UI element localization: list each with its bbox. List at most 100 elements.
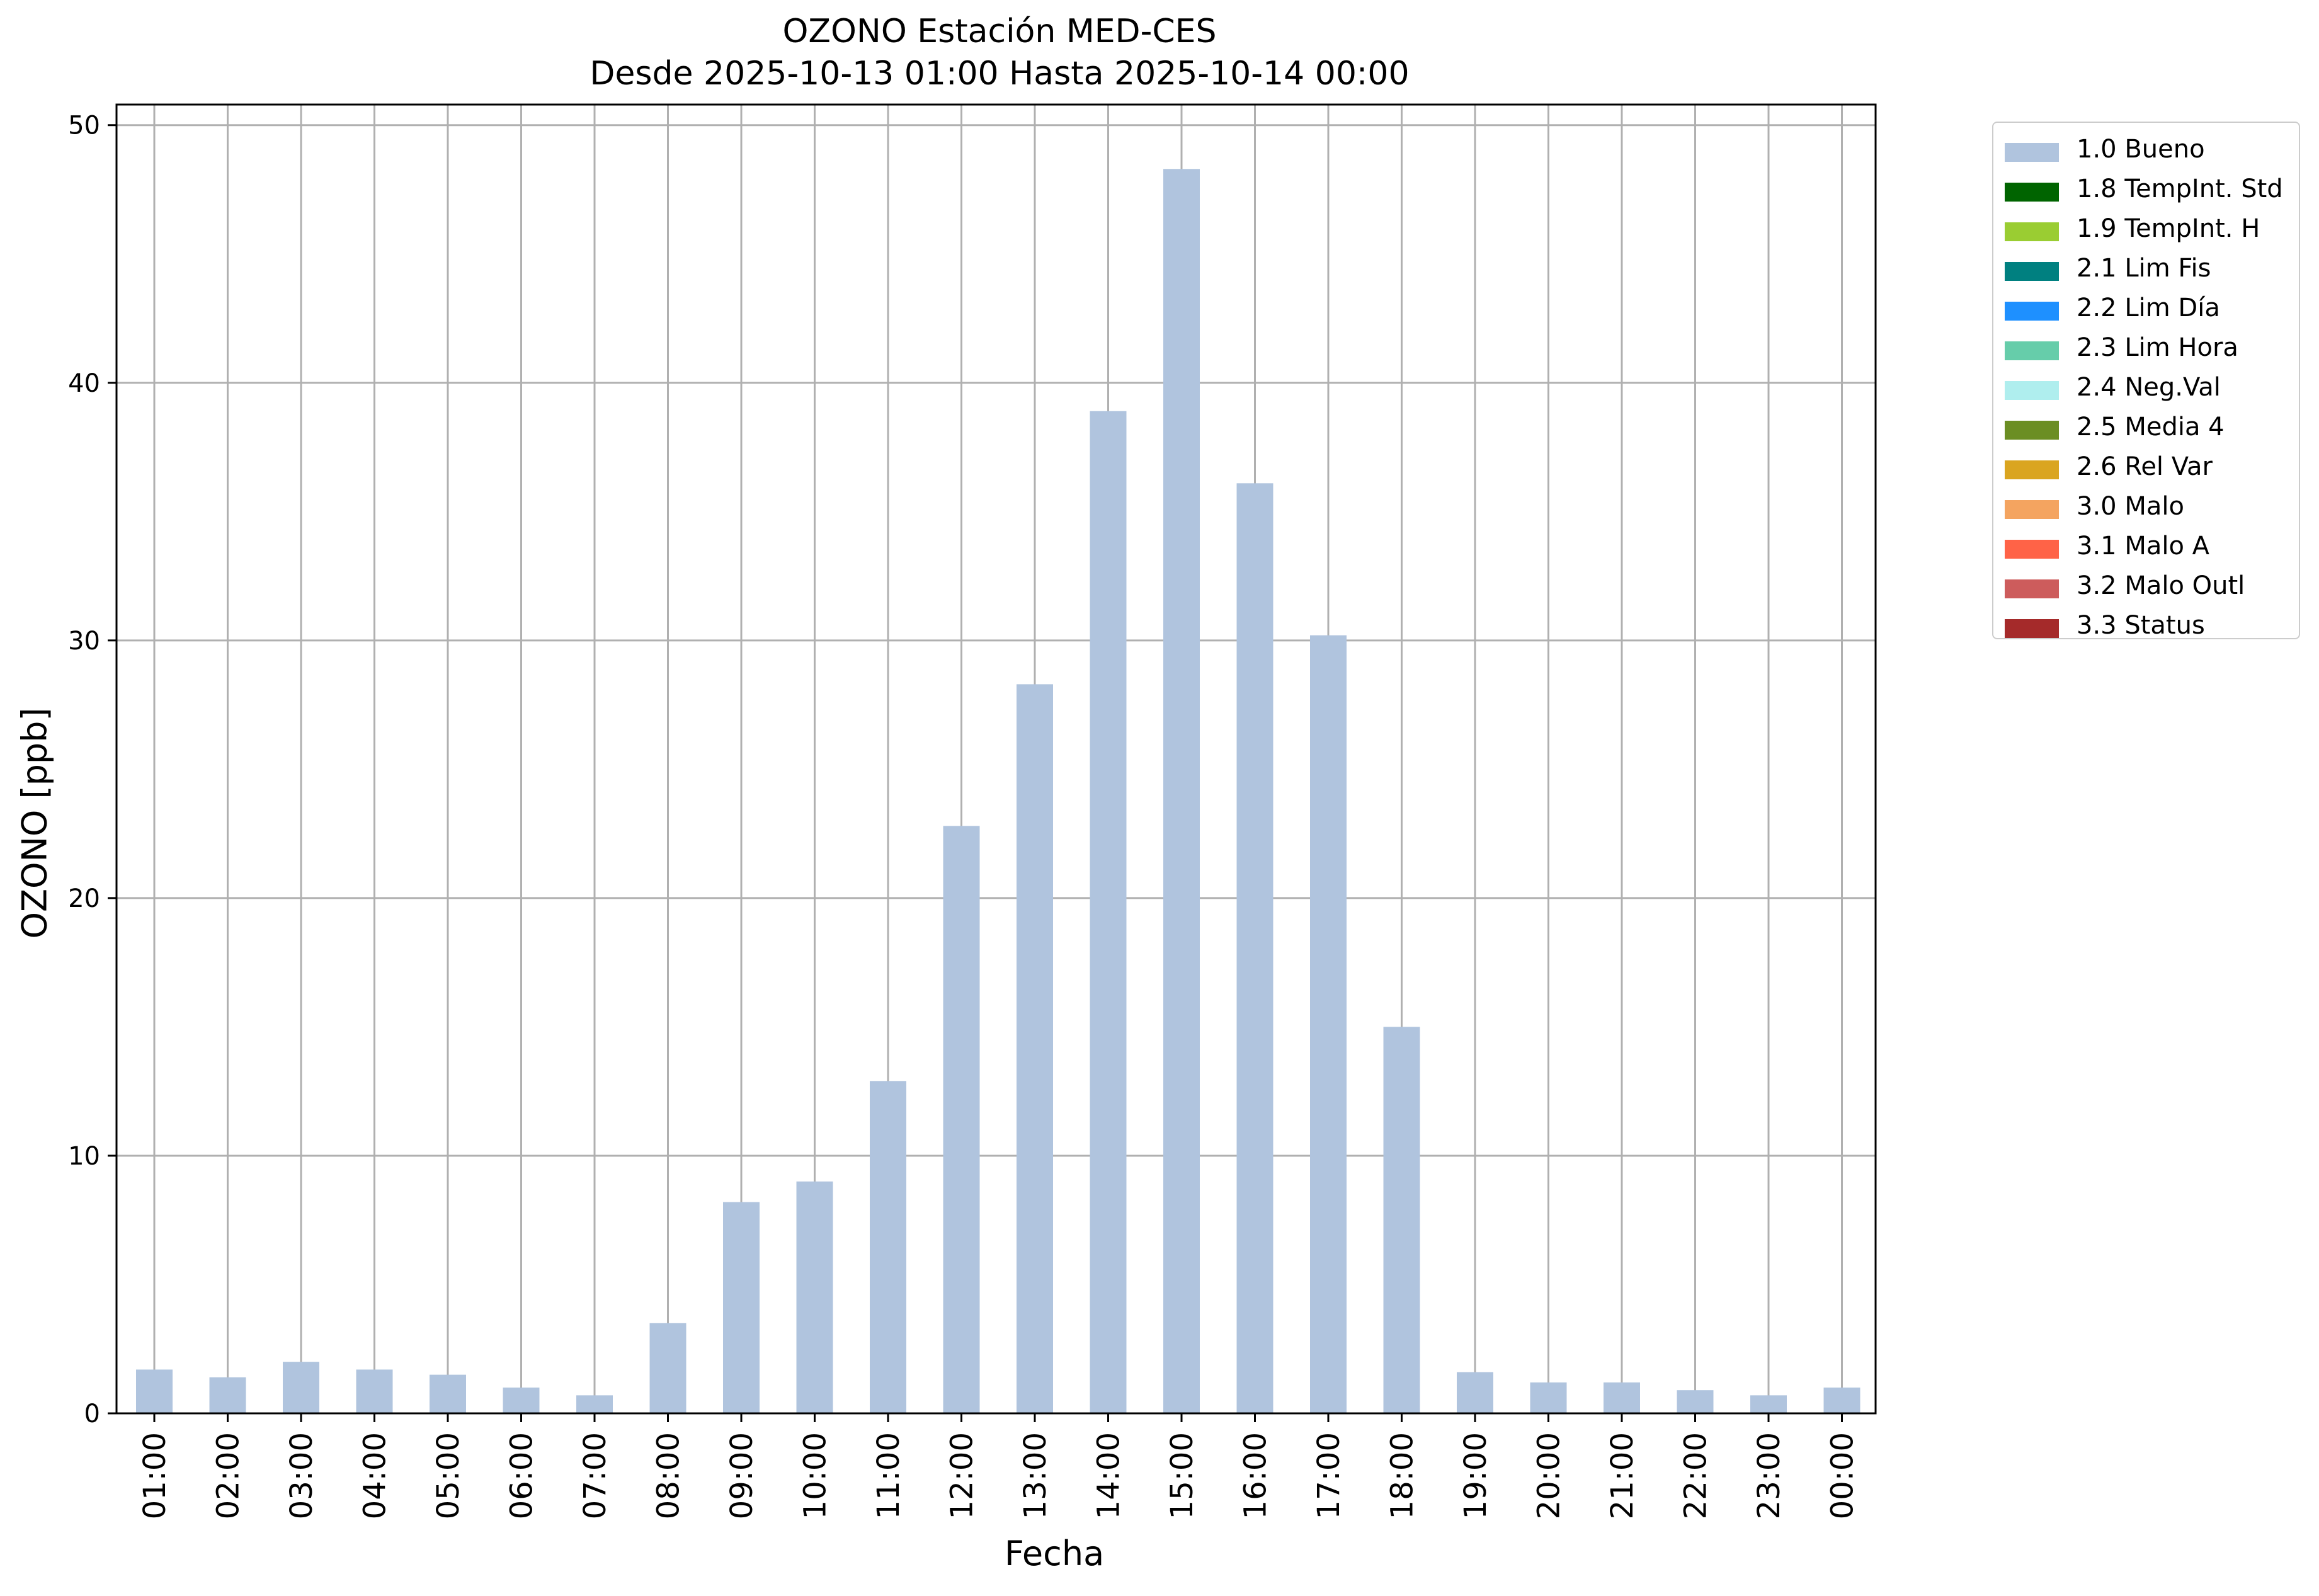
grid-layer: [117, 105, 1876, 1415]
bar-0300: [283, 1362, 319, 1413]
bar-1400: [1090, 411, 1127, 1413]
legend-label: 3.2 Malo Outl: [2077, 571, 2245, 600]
legend-label: 3.3 Status: [2077, 611, 2205, 640]
legend-label: 2.1 Lim Fis: [2077, 254, 2211, 283]
x-tick-label: 08:00: [651, 1432, 687, 1519]
legend-swatch: [2005, 302, 2059, 321]
y-tick-label: 10: [68, 1142, 100, 1171]
x-tick-label: 14:00: [1091, 1432, 1127, 1519]
x-tick-label: 05:00: [431, 1432, 466, 1519]
bar-0200: [209, 1377, 246, 1413]
legend-swatch: [2005, 460, 2059, 479]
plot-frame: [115, 103, 1877, 1415]
bar-1600: [1236, 483, 1273, 1413]
y-tick-label: 30: [68, 627, 100, 656]
legend-label: 2.6 Rel Var: [2077, 452, 2213, 481]
x-tick-label: 21:00: [1605, 1432, 1640, 1519]
chart-subtitle: Desde 2025-10-13 01:00 Hasta 2025-10-14 …: [590, 55, 1410, 93]
bar-2300: [1750, 1395, 1787, 1413]
x-tick-label: 12:00: [945, 1432, 980, 1519]
x-tick-label: 07:00: [578, 1432, 613, 1519]
y-axis-label: OZONO [ppb]: [14, 707, 55, 939]
legend-label: 1.9 TempInt. H: [2077, 214, 2260, 243]
legend-item: 3.0 Malo: [1993, 487, 2299, 525]
legend-label: 1.8 TempInt. Std: [2077, 174, 2283, 203]
legend-label: 3.0 Malo: [2077, 492, 2184, 521]
x-tick-label: 03:00: [284, 1432, 319, 1519]
legend-item: 2.6 Rel Var: [1993, 448, 2299, 486]
x-tick-label: 15:00: [1165, 1432, 1200, 1519]
bar-2100: [1604, 1382, 1640, 1413]
legend-item: 2.4 Neg.Val: [1993, 368, 2299, 406]
x-tick-label: 06:00: [504, 1432, 540, 1519]
bar-layer: [136, 169, 1860, 1413]
legend-item: 2.2 Lim Día: [1993, 289, 2299, 327]
bar-2000: [1530, 1382, 1567, 1413]
x-tick-label: 01:00: [137, 1432, 173, 1519]
y-tick-label: 20: [68, 884, 100, 913]
bar-1900: [1457, 1372, 1493, 1413]
legend-swatch: [2005, 619, 2059, 638]
x-tick-label: 09:00: [724, 1432, 760, 1519]
legend-item: 3.1 Malo A: [1993, 527, 2299, 565]
legend-label: 2.5 Media 4: [2077, 413, 2225, 442]
x-axis-label: Fecha: [1004, 1534, 1105, 1573]
legend-item: 2.5 Media 4: [1993, 408, 2299, 446]
legend-swatch: [2005, 579, 2059, 598]
legend-item: 2.1 Lim Fis: [1993, 249, 2299, 287]
bar-1500: [1163, 169, 1200, 1413]
legend-label: 3.1 Malo A: [2077, 532, 2210, 561]
x-tick-label: 23:00: [1752, 1432, 1787, 1519]
bar-0000: [1823, 1388, 1860, 1413]
y-tick-label: 50: [68, 111, 100, 140]
legend-label: 2.3 Lim Hora: [2077, 333, 2238, 362]
legend-label: 2.2 Lim Día: [2077, 294, 2220, 322]
bar-1100: [870, 1081, 906, 1413]
bar-1800: [1383, 1027, 1420, 1413]
legend-label: 2.4 Neg.Val: [2077, 373, 2221, 402]
legend-swatch: [2005, 500, 2059, 519]
legend-swatch: [2005, 143, 2059, 162]
bar-2200: [1677, 1390, 1714, 1413]
y-tick-label: 0: [84, 1399, 100, 1428]
x-tick-label: 17:00: [1311, 1432, 1347, 1519]
x-tick-label: 02:00: [211, 1432, 246, 1519]
x-tick-label: 20:00: [1532, 1432, 1567, 1519]
legend-item: 3.2 Malo Outl: [1993, 567, 2299, 605]
bar-1000: [796, 1181, 833, 1413]
bar-0100: [136, 1369, 173, 1413]
bar-1700: [1310, 635, 1347, 1413]
legend-item: 1.0 Bueno: [1993, 130, 2299, 168]
legend-item: 1.8 TempInt. Std: [1993, 170, 2299, 208]
x-tick-label: 11:00: [871, 1432, 906, 1519]
tick-layer: 0 10 20 30 40 50 01:00 02:00 03:00 04:00 05:00 06:0…: [68, 111, 1860, 1520]
legend-item: 2.3 Lim Hora: [1993, 329, 2299, 367]
bar-0400: [356, 1369, 393, 1413]
bar-0800: [649, 1323, 687, 1413]
bar-0700: [576, 1395, 613, 1413]
x-tick-label: 16:00: [1238, 1432, 1273, 1519]
legend-item: 1.9 TempInt. H: [1993, 210, 2299, 248]
legend-swatch: [2005, 381, 2059, 400]
x-tick-label: 22:00: [1678, 1432, 1714, 1519]
legend-label: 1.0 Bueno: [2077, 135, 2205, 164]
legend-swatch: [2005, 222, 2059, 241]
legend: 1.0 Bueno 1.8 TempInt. Std 1.9 TempInt. H 2…: [1992, 122, 2300, 640]
bar-0500: [430, 1374, 466, 1413]
y-tick-label: 40: [68, 369, 100, 398]
x-tick-label: 13:00: [1018, 1432, 1053, 1519]
legend-swatch: [2005, 421, 2059, 440]
bar-0600: [503, 1388, 540, 1413]
bar-1300: [1017, 684, 1053, 1413]
bar-1200: [943, 826, 980, 1413]
legend-swatch: [2005, 183, 2059, 202]
x-tick-label: 00:00: [1825, 1432, 1860, 1519]
x-tick-label: 18:00: [1385, 1432, 1420, 1519]
chart-title: OZONO Estación MED-CES: [782, 13, 1217, 50]
legend-swatch: [2005, 540, 2059, 559]
x-tick-label: 10:00: [798, 1432, 833, 1519]
legend-swatch: [2005, 262, 2059, 281]
x-tick-label: 19:00: [1458, 1432, 1493, 1519]
x-tick-label: 04:00: [358, 1432, 393, 1519]
